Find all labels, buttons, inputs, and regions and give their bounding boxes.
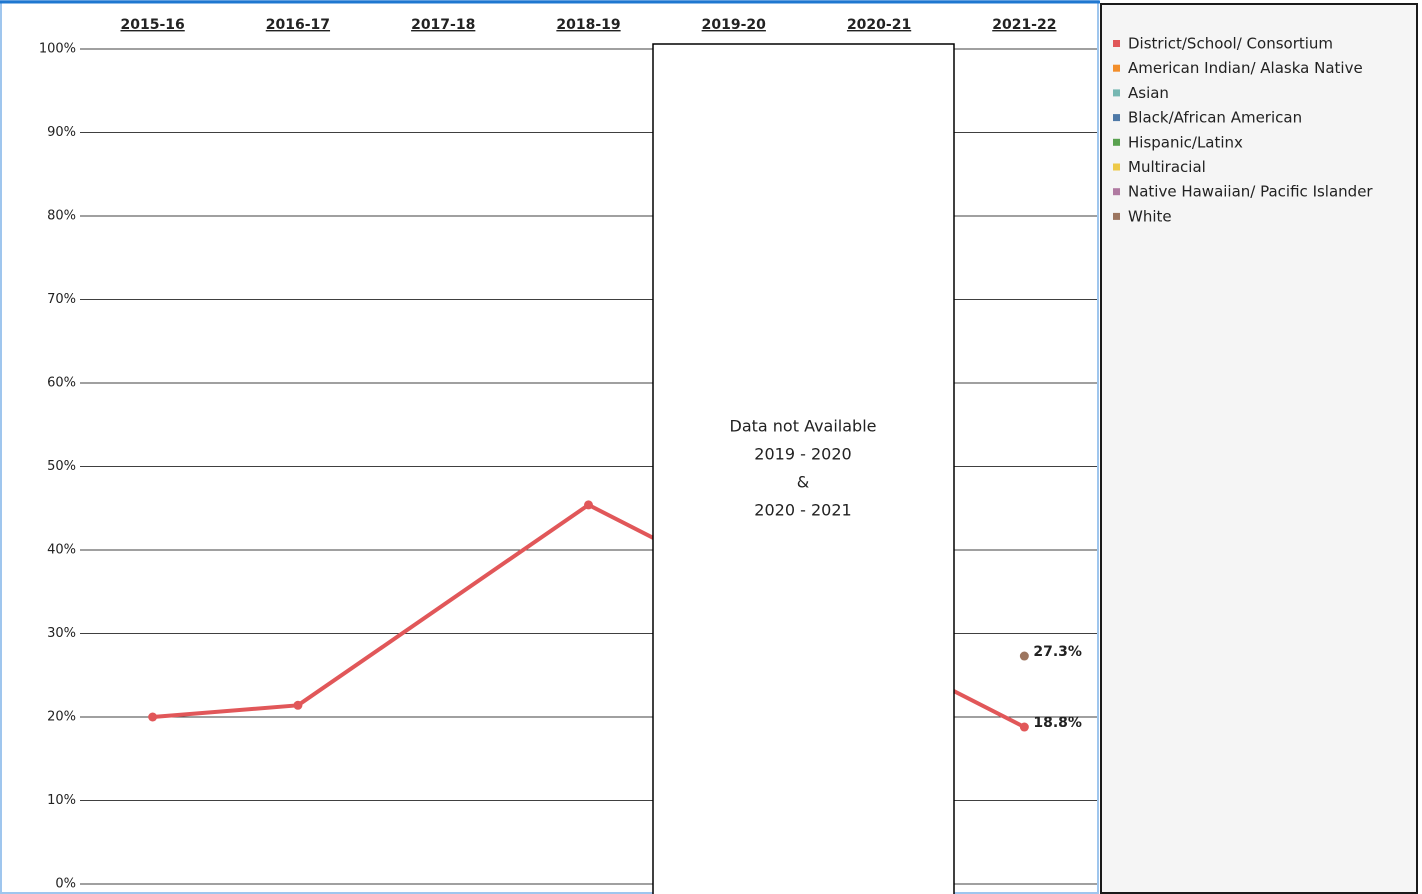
point xyxy=(1019,651,1029,661)
y-tick-label: 70% xyxy=(47,292,76,307)
legend-swatch xyxy=(1113,163,1120,171)
point xyxy=(293,700,303,710)
legend-label: Asian xyxy=(1128,84,1169,102)
y-tick-label: 40% xyxy=(47,543,76,558)
legend-label: White xyxy=(1128,207,1172,225)
y-tick-label: 60% xyxy=(47,376,76,391)
legend-swatch xyxy=(1113,64,1120,72)
y-tick-label: 30% xyxy=(47,626,76,641)
y-tick-label: 0% xyxy=(55,877,76,892)
y-tick-label: 80% xyxy=(47,209,76,224)
legend-panel xyxy=(1100,3,1418,894)
legend-label: Native Hawaiian/ Pacific Islander xyxy=(1128,183,1373,201)
annotation-line: Data not Available xyxy=(730,417,877,436)
column-header: 2017-18 xyxy=(411,17,475,33)
column-header: 2020-21 xyxy=(847,17,911,33)
y-tick-label: 90% xyxy=(47,125,76,140)
column-header: 2015-16 xyxy=(121,17,185,33)
annotation-box xyxy=(652,43,955,894)
line-segment xyxy=(295,502,591,708)
point xyxy=(148,712,158,722)
column-header: 2021-22 xyxy=(992,17,1056,33)
annotation: Data not Available 2019 - 2020 & 2020 - 202… xyxy=(730,417,877,520)
legend-label: Black/African American xyxy=(1128,109,1302,127)
legend: District/School/ Consortium American Indi… xyxy=(1113,35,1373,225)
legend-label: Hispanic/Latinx xyxy=(1128,133,1243,151)
legend-swatch xyxy=(1113,188,1120,196)
legend-swatch xyxy=(1113,89,1120,97)
annotation-line: 2019 - 2020 xyxy=(754,445,851,464)
legend-label: American Indian/ Alaska Native xyxy=(1128,59,1363,77)
point xyxy=(584,500,593,510)
value-label: 18.8% xyxy=(1033,715,1082,731)
point xyxy=(1019,722,1029,732)
line-segment xyxy=(150,703,300,719)
annotation-line: & xyxy=(797,473,809,492)
legend-label: District/School/ Consortium xyxy=(1128,35,1333,53)
legend-swatch xyxy=(1113,138,1120,146)
column-header: 2019-20 xyxy=(702,17,767,33)
value-label: 27.3% xyxy=(1033,644,1082,660)
column-header: 2018-19 xyxy=(556,17,620,33)
y-tick-label: 100% xyxy=(39,42,76,57)
legend-swatch xyxy=(1113,212,1120,220)
annotation-line: 2020 - 2021 xyxy=(754,501,851,520)
legend-swatch xyxy=(1113,40,1120,47)
legend-swatch xyxy=(1113,114,1120,122)
column-header: 2016-17 xyxy=(266,17,330,33)
y-tick-label: 10% xyxy=(47,793,76,808)
legend-label: Multiracial xyxy=(1128,158,1206,176)
y-tick-label: 20% xyxy=(47,710,76,725)
y-tick-label: 50% xyxy=(47,459,76,474)
